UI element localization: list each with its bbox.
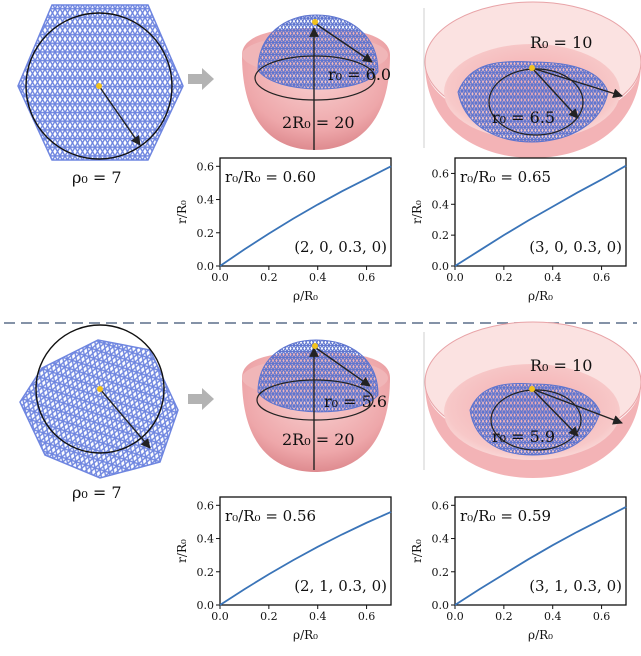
dome-diameter-label-1: 2R₀ = 20 <box>282 113 355 132</box>
x-tick-label: 0.6 <box>358 610 376 623</box>
y-tick-label: 0.4 <box>432 198 450 211</box>
x-tick-label: 0.2 <box>260 610 278 623</box>
y-tick-label: 0.6 <box>432 167 450 180</box>
y-axis-label: r/R₀ <box>175 539 189 563</box>
y-axis-label: r/R₀ <box>175 200 189 224</box>
row-2: ρ₀ = 7 r₀ = 5.6 2R₀ = 20 R₀ = 10 r₀ = <box>19 321 641 502</box>
ratio-label: r₀/R₀ = 0.65 <box>460 168 551 186</box>
params-label: (2, 0, 0.3, 0) <box>294 238 387 256</box>
params-label: (3, 1, 0.3, 0) <box>529 577 622 595</box>
rho-label-2: ρ₀ = 7 <box>72 483 122 502</box>
center-dot <box>529 386 535 392</box>
series-line <box>219 165 392 267</box>
radius-arrow <box>98 85 141 146</box>
bowl-1 <box>424 1 641 158</box>
boundary-circle <box>35 324 165 454</box>
chart-ratio-plot-4: 0.0 0.2 0.4 0.6 0.0 0.2 0.4 0.6 r₀/R₀ = 0.59 (3, … <box>410 496 627 642</box>
dome-2 <box>242 339 390 472</box>
x-axis-label: ρ/R₀ <box>528 289 553 303</box>
x-tick-label: 0.2 <box>495 271 513 284</box>
dome-1 <box>242 14 390 150</box>
arc-radius-arrow <box>531 388 579 437</box>
ratio-label: r₀/R₀ = 0.60 <box>225 168 316 186</box>
center-dot <box>312 343 318 349</box>
series-line <box>219 511 392 606</box>
transition-arrow-icon <box>188 68 214 90</box>
chart-ratio-plot-2: 0.0 0.2 0.4 0.6 0.0 0.2 0.4 0.6 r₀/R₀ = 0.65 (3, … <box>410 157 627 303</box>
y-axis-label: r/R₀ <box>410 200 424 224</box>
x-tick-label: 0.4 <box>544 271 562 284</box>
series-line <box>454 506 627 606</box>
series-line <box>454 164 627 267</box>
x-tick-label: 0.2 <box>495 610 513 623</box>
params-label: (3, 0, 0.3, 0) <box>529 238 622 256</box>
row-1: ρ₀ = 7 r₀ = 6.0 2R₀ = 20 R₀ <box>17 1 641 187</box>
center-dot <box>529 65 535 71</box>
y-tick-label: 0.4 <box>197 533 215 546</box>
y-tick-label: 0.2 <box>432 229 450 242</box>
y-tick-label: 0.2 <box>197 227 215 240</box>
y-tick-label: 0.4 <box>197 194 215 207</box>
bowl-2 <box>424 321 641 478</box>
center-dot <box>96 83 102 89</box>
y-tick-label: 0.0 <box>197 260 215 273</box>
x-tick-label: 0.0 <box>211 271 229 284</box>
bowl-R0-label-2: R₀ = 10 <box>530 356 592 375</box>
x-tick-label: 0.0 <box>211 610 229 623</box>
y-tick-label: 0.0 <box>432 260 450 273</box>
arc-radius-arrow <box>531 67 579 119</box>
x-tick-label: 0.4 <box>544 610 562 623</box>
y-tick-label: 0.2 <box>432 566 450 579</box>
bowl-R0-label-1: R₀ = 10 <box>530 33 592 52</box>
radius-arrow <box>99 388 151 449</box>
y-tick-label: 0.6 <box>197 499 215 512</box>
y-tick-label: 0.6 <box>432 499 450 512</box>
bowl-r0-label-2: r₀ = 5.9 <box>492 427 555 446</box>
x-tick-label: 0.0 <box>446 271 464 284</box>
x-axis-label: ρ/R₀ <box>293 628 318 642</box>
center-dot <box>97 386 103 392</box>
center-dot <box>312 19 318 25</box>
x-axis-label: ρ/R₀ <box>293 289 318 303</box>
y-tick-label: 0.0 <box>432 599 450 612</box>
dome-r0-label-2: r₀ = 5.6 <box>324 392 387 411</box>
params-label: (2, 1, 0.3, 0) <box>294 577 387 595</box>
bowl-r0-label-1: r₀ = 6.5 <box>492 108 555 127</box>
y-tick-label: 0.6 <box>197 160 215 173</box>
x-tick-label: 0.0 <box>446 610 464 623</box>
x-tick-label: 0.6 <box>358 271 376 284</box>
radius-arrow <box>315 347 371 387</box>
y-axis-label: r/R₀ <box>410 539 424 563</box>
dome-r0-label-1: r₀ = 6.0 <box>328 65 391 84</box>
x-tick-label: 0.6 <box>593 610 611 623</box>
y-tick-label: 0.2 <box>197 566 215 579</box>
radius-arrow <box>315 23 373 63</box>
bowl-radius-arrow <box>531 388 623 425</box>
ratio-label: r₀/R₀ = 0.56 <box>225 507 316 525</box>
x-tick-label: 0.4 <box>309 271 327 284</box>
y-tick-label: 0.4 <box>432 533 450 546</box>
bowl-radius-arrow <box>531 67 623 99</box>
boundary-circle <box>25 12 173 160</box>
transition-arrow-icon <box>188 388 214 410</box>
y-tick-label: 0.0 <box>197 599 215 612</box>
rho-label-1: ρ₀ = 7 <box>72 168 122 187</box>
chart-ratio-plot-3: 0.0 0.2 0.4 0.6 0.0 0.2 0.4 0.6 r₀/R₀ = 0.56 (2, … <box>175 496 392 642</box>
flat-lattice-1 <box>17 4 184 161</box>
x-tick-label: 0.6 <box>593 271 611 284</box>
x-tick-label: 0.4 <box>309 610 327 623</box>
flat-lattice-2 <box>19 324 179 479</box>
dome-diameter-label-2: 2R₀ = 20 <box>282 430 355 449</box>
x-axis-label: ρ/R₀ <box>528 628 553 642</box>
ratio-label: r₀/R₀ = 0.59 <box>460 507 551 525</box>
chart-ratio-plot-1: 0.0 0.2 0.4 0.6 0.0 0.2 0.4 0.6 r₀/R₀ = 0.60 (2, … <box>175 157 392 303</box>
x-tick-label: 0.2 <box>260 271 278 284</box>
